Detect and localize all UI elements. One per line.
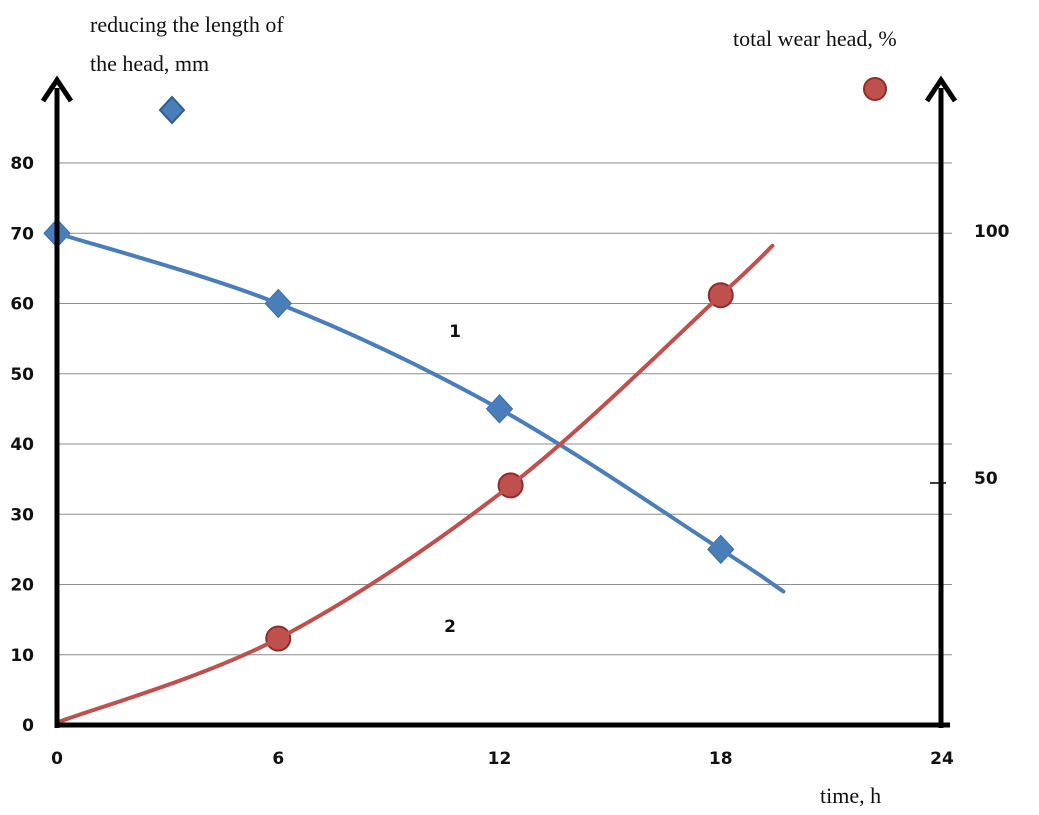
x-axis-title: time, h — [820, 783, 881, 808]
y-right-tick-100: 100 — [974, 222, 1010, 242]
y-left-tick-60: 60 — [10, 295, 34, 315]
legend-marker-series-1-icon — [158, 95, 186, 125]
y-left-tick-0: 0 — [22, 716, 34, 736]
curve-label-1: 1 — [449, 322, 461, 342]
legend-marker-series-2-icon — [863, 77, 887, 101]
left-axis-title-line-1: reducing the length of — [90, 12, 284, 37]
y-left-tick-10: 10 — [10, 646, 34, 666]
x-tick-24: 24 — [930, 749, 954, 769]
y-right-tick-50: 50 — [974, 469, 998, 489]
left-axis-title-line-2: the head, mm — [90, 51, 209, 76]
y-left-tick-40: 40 — [10, 435, 34, 455]
series-2-curve — [55, 243, 775, 725]
x-tick-6: 6 — [272, 749, 284, 769]
right-axis-arrow-icon — [924, 75, 958, 103]
y-left-tick-70: 70 — [10, 224, 34, 244]
x-tick-18: 18 — [709, 749, 733, 769]
axes — [40, 75, 958, 728]
x-tick-12: 12 — [488, 749, 512, 769]
y-left-tick-80: 80 — [10, 154, 34, 174]
curve-label-2: 2 — [444, 617, 456, 637]
y-left-tick-20: 20 — [10, 576, 34, 596]
curves — [55, 231, 786, 725]
y-left-tick-50: 50 — [10, 365, 34, 385]
series-1-curve — [55, 231, 786, 594]
y-left-tick-30: 30 — [10, 505, 34, 525]
right-axis-title: total wear head, % — [733, 26, 897, 51]
left-axis-arrow-icon — [40, 75, 74, 103]
markers — [43, 218, 735, 652]
grid-lines — [57, 162, 952, 656]
x-tick-0: 0 — [51, 749, 63, 769]
